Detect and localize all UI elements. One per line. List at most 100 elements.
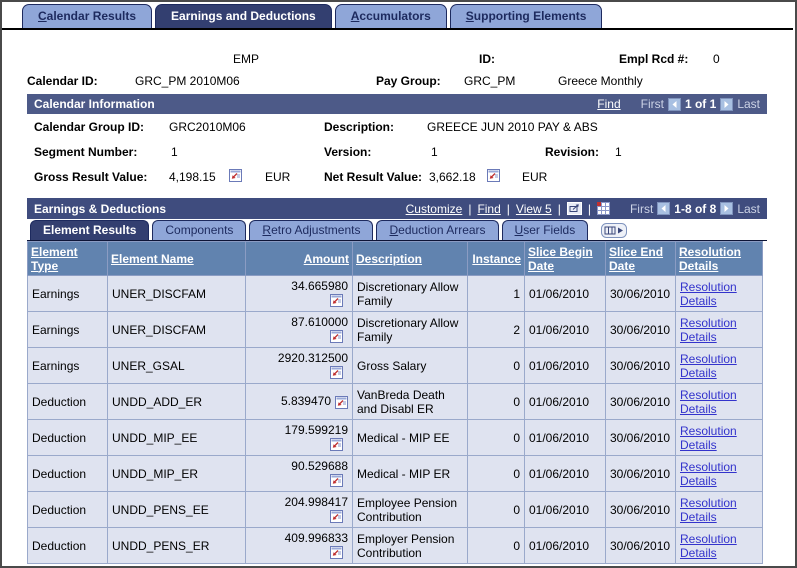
next-rows-icon[interactable] [720,202,734,215]
description-value: GREECE JUN 2010 PAY & ABS [427,120,598,134]
amount-icon-line [250,546,348,560]
previous-rows-icon[interactable] [657,202,671,215]
view-all-link[interactable]: View 5 [515,201,552,216]
column-header-slice-begin-date[interactable]: Slice Begin Date [524,241,606,276]
subtab-element-results[interactable]: Element Results [30,220,150,240]
grid-find-link[interactable]: Find [477,201,501,216]
grid-navigation: First 1-8 of 8 Last [630,202,760,216]
description-cell: Medical - MIP EE [352,419,468,456]
currency-detail-icon[interactable] [330,474,343,490]
subtab-user-fields[interactable]: User Fields [501,220,589,240]
amount-value: 87.610000 [291,315,348,329]
resolution-details-link[interactable]: Resolution Details [680,531,737,560]
gross-currency-detail-icon[interactable] [229,169,242,182]
customize-link[interactable]: Customize [405,201,463,216]
next-row-icon[interactable] [720,97,734,111]
amount-value: 34.665980 [291,279,348,293]
column-header-amount[interactable]: Amount [245,241,353,276]
slice-end-date-cell: 30/06/2010 [605,527,676,564]
amount-icon-line [250,294,348,308]
slice-begin-date-cell: 01/06/2010 [524,311,606,348]
resolution-details-link[interactable]: Resolution Details [680,279,737,308]
version-value: 1 [431,145,438,159]
slice-begin-date-cell: 01/06/2010 [524,275,606,312]
column-header-label: Slice End Date [609,244,664,273]
amount-cell: 179.599219 [245,419,353,456]
resolution-details-cell: Resolution Details [675,383,763,420]
revision-value: 1 [615,145,622,159]
currency-detail-icon[interactable] [335,395,348,409]
currency-detail-icon[interactable] [330,510,343,526]
element-name-cell: UNDD_ADD_ER [107,383,246,420]
revision-label: Revision: [545,145,600,159]
calendar-information-fields: Calendar Group ID: GRC2010M06 Descriptio… [27,114,767,194]
column-header-slice-end-date[interactable]: Slice End Date [605,241,676,276]
resolution-details-link[interactable]: Resolution Details [680,351,737,380]
show-all-tabs-icon[interactable] [601,223,628,238]
earnings-deductions-section: Earnings & Deductions Customize | Find |… [27,198,767,564]
currency-detail-icon[interactable] [330,366,343,382]
instance-cell: 1 [467,275,525,312]
slice-begin-date-cell: 01/06/2010 [524,347,606,384]
amount-icon-line [250,510,348,524]
resolution-details-link[interactable]: Resolution Details [680,423,737,452]
zoom-grid-icon[interactable] [566,202,582,215]
find-link[interactable]: Find [597,97,621,111]
resolution-details-link[interactable]: Resolution Details [680,495,737,524]
description-cell: Gross Salary [352,347,468,384]
first-label: First [640,97,664,111]
tab-supporting-elements[interactable]: Supporting Elements [449,4,603,28]
previous-row-icon[interactable] [667,97,681,111]
earnings-deductions-table: Element Type Element Name Amount Descriptio… [27,241,763,564]
element-type-cell: Earnings [27,275,108,312]
calendar-group-id-value: GRC2010M06 [169,120,246,134]
subtab-retro-adjustments[interactable]: Retro Adjustments [249,220,374,240]
amount-icon-line [250,366,348,380]
amount-cell: 90.529688 [245,455,353,492]
main-tab-bar: Calendar Results Earnings and Deductions A… [2,2,793,30]
currency-detail-icon[interactable] [330,294,343,310]
description-cell: Employer Pension Contribution [352,527,468,564]
table-row: Deduction UNDD_PENS_EE 204.998417 Employee … [27,491,763,528]
tab-accumulators[interactable]: Accumulators [334,4,447,28]
instance-cell: 2 [467,311,525,348]
element-type-cell: Deduction [27,383,108,420]
element-name-cell: UNDD_MIP_ER [107,455,246,492]
column-header-element-name[interactable]: Element Name [107,241,246,276]
rows-count: 1-8 of 8 [674,201,717,216]
gross-currency-code: EUR [265,170,291,184]
tab-earnings-and-deductions[interactable]: Earnings and Deductions [155,4,332,28]
column-header-element-type[interactable]: Element Type [27,241,108,276]
currency-detail-icon[interactable] [330,330,343,346]
net-currency-code: EUR [522,170,548,184]
subtab-deduction-arrears[interactable]: Deduction Arrears [376,220,499,240]
table-row: Earnings UNER_DISCFAM 34.665980 Discretiona… [27,275,763,312]
currency-detail-icon[interactable] [330,438,343,454]
description-cell: Discretionary Allow Family [352,275,468,312]
slice-end-date-cell: 30/06/2010 [605,419,676,456]
net-currency-detail-icon[interactable] [487,169,500,182]
slice-end-date-cell: 30/06/2010 [605,491,676,528]
subtab-components[interactable]: Components [152,220,247,240]
column-header-instance[interactable]: Instance [467,241,525,276]
net-result-value: 3,662.18 [429,170,476,184]
amount-cell: 204.998417 [245,491,353,528]
slice-begin-date-cell: 01/06/2010 [524,491,606,528]
tab-calendar-results[interactable]: Calendar Results [22,4,153,28]
column-header-resolution-details[interactable]: Resolution Details [675,241,763,276]
amount-icon-line [250,474,348,488]
resolution-details-link[interactable]: Resolution Details [680,459,737,488]
column-header-label: Instance [472,251,521,266]
resolution-details-link[interactable]: Resolution Details [680,387,737,416]
download-to-excel-icon[interactable] [596,202,610,215]
currency-detail-icon[interactable] [330,546,343,562]
slice-end-date-cell: 30/06/2010 [605,347,676,384]
amount-cell: 2920.312500 [245,347,353,384]
last-label: Last [737,97,760,111]
column-header-label: Resolution Details [679,244,741,273]
resolution-details-link[interactable]: Resolution Details [680,315,737,344]
employee-type-value: EMP [233,52,260,66]
column-header-description[interactable]: Description [352,241,468,276]
slice-begin-date-cell: 01/06/2010 [524,383,606,420]
element-name-cell: UNDD_PENS_ER [107,527,246,564]
